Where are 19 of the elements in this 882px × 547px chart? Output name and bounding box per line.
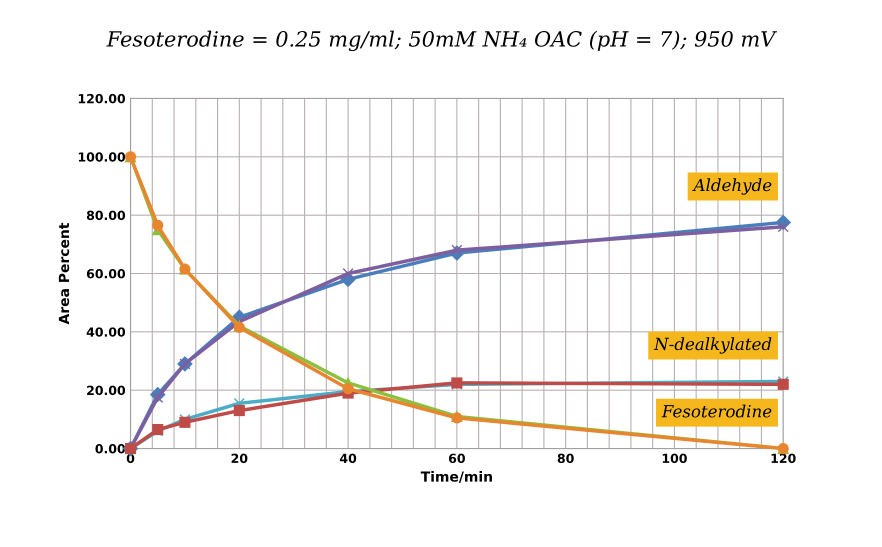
y-tick-label: 0.00	[95, 444, 126, 454]
x-axis-title: Time/min	[420, 471, 492, 483]
x-tick-label: 100	[662, 454, 687, 464]
annotation: Fesoterodine	[662, 404, 772, 418]
x-tick-label: 20	[232, 454, 248, 464]
y-axis-title: Area Percent	[58, 222, 70, 324]
y-tick-label: 40.00	[86, 327, 126, 337]
chart-title: Fesoterodine = 0.25 mg/ml; 50mM NH₄ OAC (pH = 7); 950 mV	[106, 30, 778, 52]
y-tick-label: 80.00	[86, 210, 126, 220]
y-tick-label: 100.00	[78, 152, 126, 162]
annotation: Aldehyde	[692, 178, 772, 195]
annotation: N-dealkylated	[654, 337, 772, 354]
y-tick-label: 60.00	[86, 268, 126, 278]
x-tick-label: 60	[448, 454, 465, 464]
x-tick-label: 80	[558, 454, 574, 464]
x-tick-label: 40	[340, 454, 356, 464]
y-tick-label: 120.00	[78, 94, 126, 104]
x-tick-label: 120	[772, 454, 796, 464]
y-tick-label: 20.00	[87, 386, 126, 396]
